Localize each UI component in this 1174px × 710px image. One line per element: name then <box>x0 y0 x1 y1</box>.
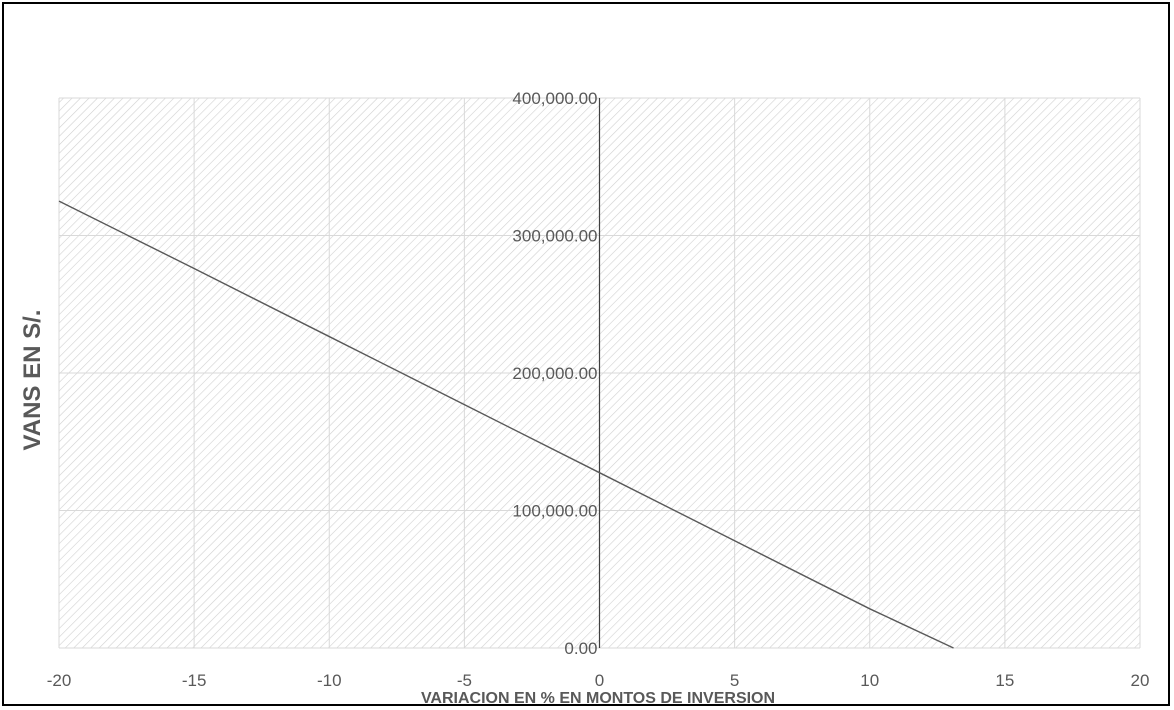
x-tick-labels: -20 -15 -10 -5 0 5 10 15 20 <box>47 671 1150 690</box>
series-group <box>58 200 954 649</box>
y-tick-label: 100,000.00 <box>512 502 597 521</box>
x-tick-label: 20 <box>1131 671 1150 690</box>
x-tick-label: 10 <box>860 671 879 690</box>
gridlines <box>58 97 1141 649</box>
y-tick-label: 300,000.00 <box>512 227 597 246</box>
x-tick-label: 15 <box>995 671 1014 690</box>
x-axis-label: VARIACION EN % EN MONTOS DE INVERSION <box>421 690 775 707</box>
y-tick-label: 200,000.00 <box>512 364 597 383</box>
x-tick-label: 5 <box>730 671 739 690</box>
x-tick-label: -5 <box>457 671 472 690</box>
x-tick-label: 0 <box>595 671 604 690</box>
y-tick-label: 0.00 <box>564 639 597 658</box>
series-line <box>58 200 954 649</box>
x-tick-label: -20 <box>47 671 72 690</box>
y-tick-labels: 0.00 100,000.00 200,000.00 300,000.00 400,00… <box>512 89 597 658</box>
x-tick-label: -10 <box>317 671 342 690</box>
x-tick-label: -15 <box>182 671 207 690</box>
y-axis-label: VANS EN S/. <box>19 310 46 451</box>
y-tick-label: 400,000.00 <box>512 89 597 108</box>
